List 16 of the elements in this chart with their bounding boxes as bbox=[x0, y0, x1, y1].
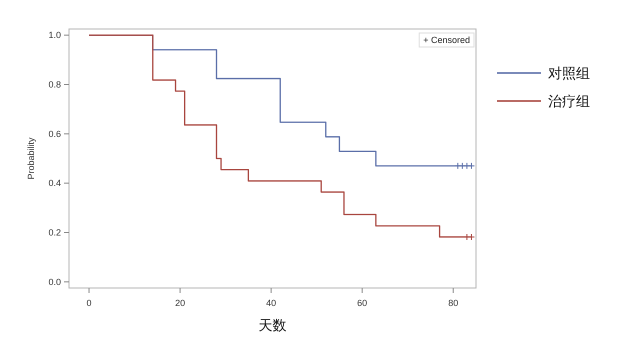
legend-label: 对照组 bbox=[548, 65, 590, 81]
y-tick-label: 0.0 bbox=[48, 276, 61, 287]
x-tick-label: 40 bbox=[266, 298, 276, 308]
y-tick-label: 0.4 bbox=[48, 178, 61, 188]
x-tick-label: 0 bbox=[86, 298, 92, 308]
y-tick-label: 0.2 bbox=[48, 228, 61, 238]
x-tick-label: 80 bbox=[448, 298, 458, 308]
x-tick-label: 60 bbox=[357, 298, 368, 308]
y-axis-title: Probability bbox=[26, 136, 36, 180]
legend-label: 治疗组 bbox=[548, 93, 590, 109]
x-axis-title: 天数 bbox=[258, 317, 286, 333]
y-tick-label: 1.0 bbox=[48, 30, 61, 40]
y-tick-label: 0.8 bbox=[48, 80, 61, 90]
y-tick-label: 0.6 bbox=[48, 128, 61, 139]
x-tick-label: 20 bbox=[175, 298, 186, 308]
annotation: + Censored bbox=[423, 35, 470, 45]
